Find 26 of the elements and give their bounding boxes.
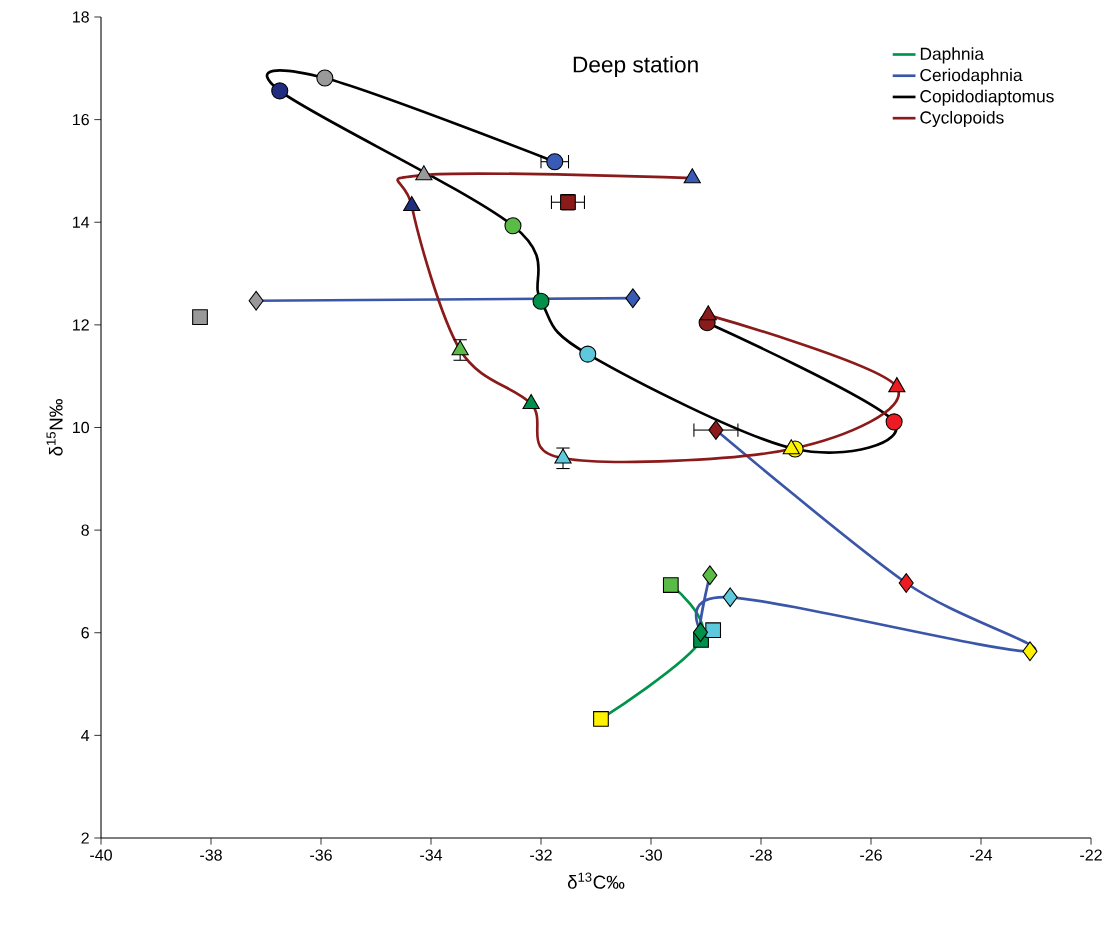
y-tick-label: 8: [81, 524, 89, 536]
legend-label: Daphnia: [920, 47, 985, 64]
x-tick-label: -28: [750, 849, 772, 861]
y-tick-label: 14: [73, 216, 90, 228]
y-tick-label: 10: [73, 421, 89, 434]
y-tick-label: 16: [73, 113, 89, 126]
x-tick-label: -40: [90, 849, 112, 861]
legend-label: Ceriodaphnia: [920, 68, 1023, 85]
x-tick-label: -22: [1080, 849, 1102, 861]
legend-label: Copidodiaptomus: [920, 89, 1054, 106]
text: Deep station: [573, 55, 698, 78]
y-axis-title: δ$^{15}$N‰: [46, 399, 63, 456]
y-tick-label: 12: [73, 319, 89, 331]
x-tick-label: -30: [640, 849, 662, 861]
x-tick-label: -32: [530, 849, 552, 861]
x-tick-label: -36: [310, 849, 332, 861]
y-tick-label: 4: [81, 729, 90, 741]
x-tick-label: -34: [420, 849, 443, 861]
x-axis-title: δ$^{13}$C‰: [567, 872, 625, 889]
x-tick-label: -26: [860, 849, 882, 861]
x-tick-label: -24: [970, 849, 993, 861]
y-tick-label: 6: [81, 627, 89, 639]
legend-label: Cyclopoids: [920, 110, 1004, 128]
y-tick-label: 2: [81, 832, 89, 844]
y-tick-label: 18: [73, 11, 89, 23]
x-tick-label: -38: [200, 849, 222, 861]
